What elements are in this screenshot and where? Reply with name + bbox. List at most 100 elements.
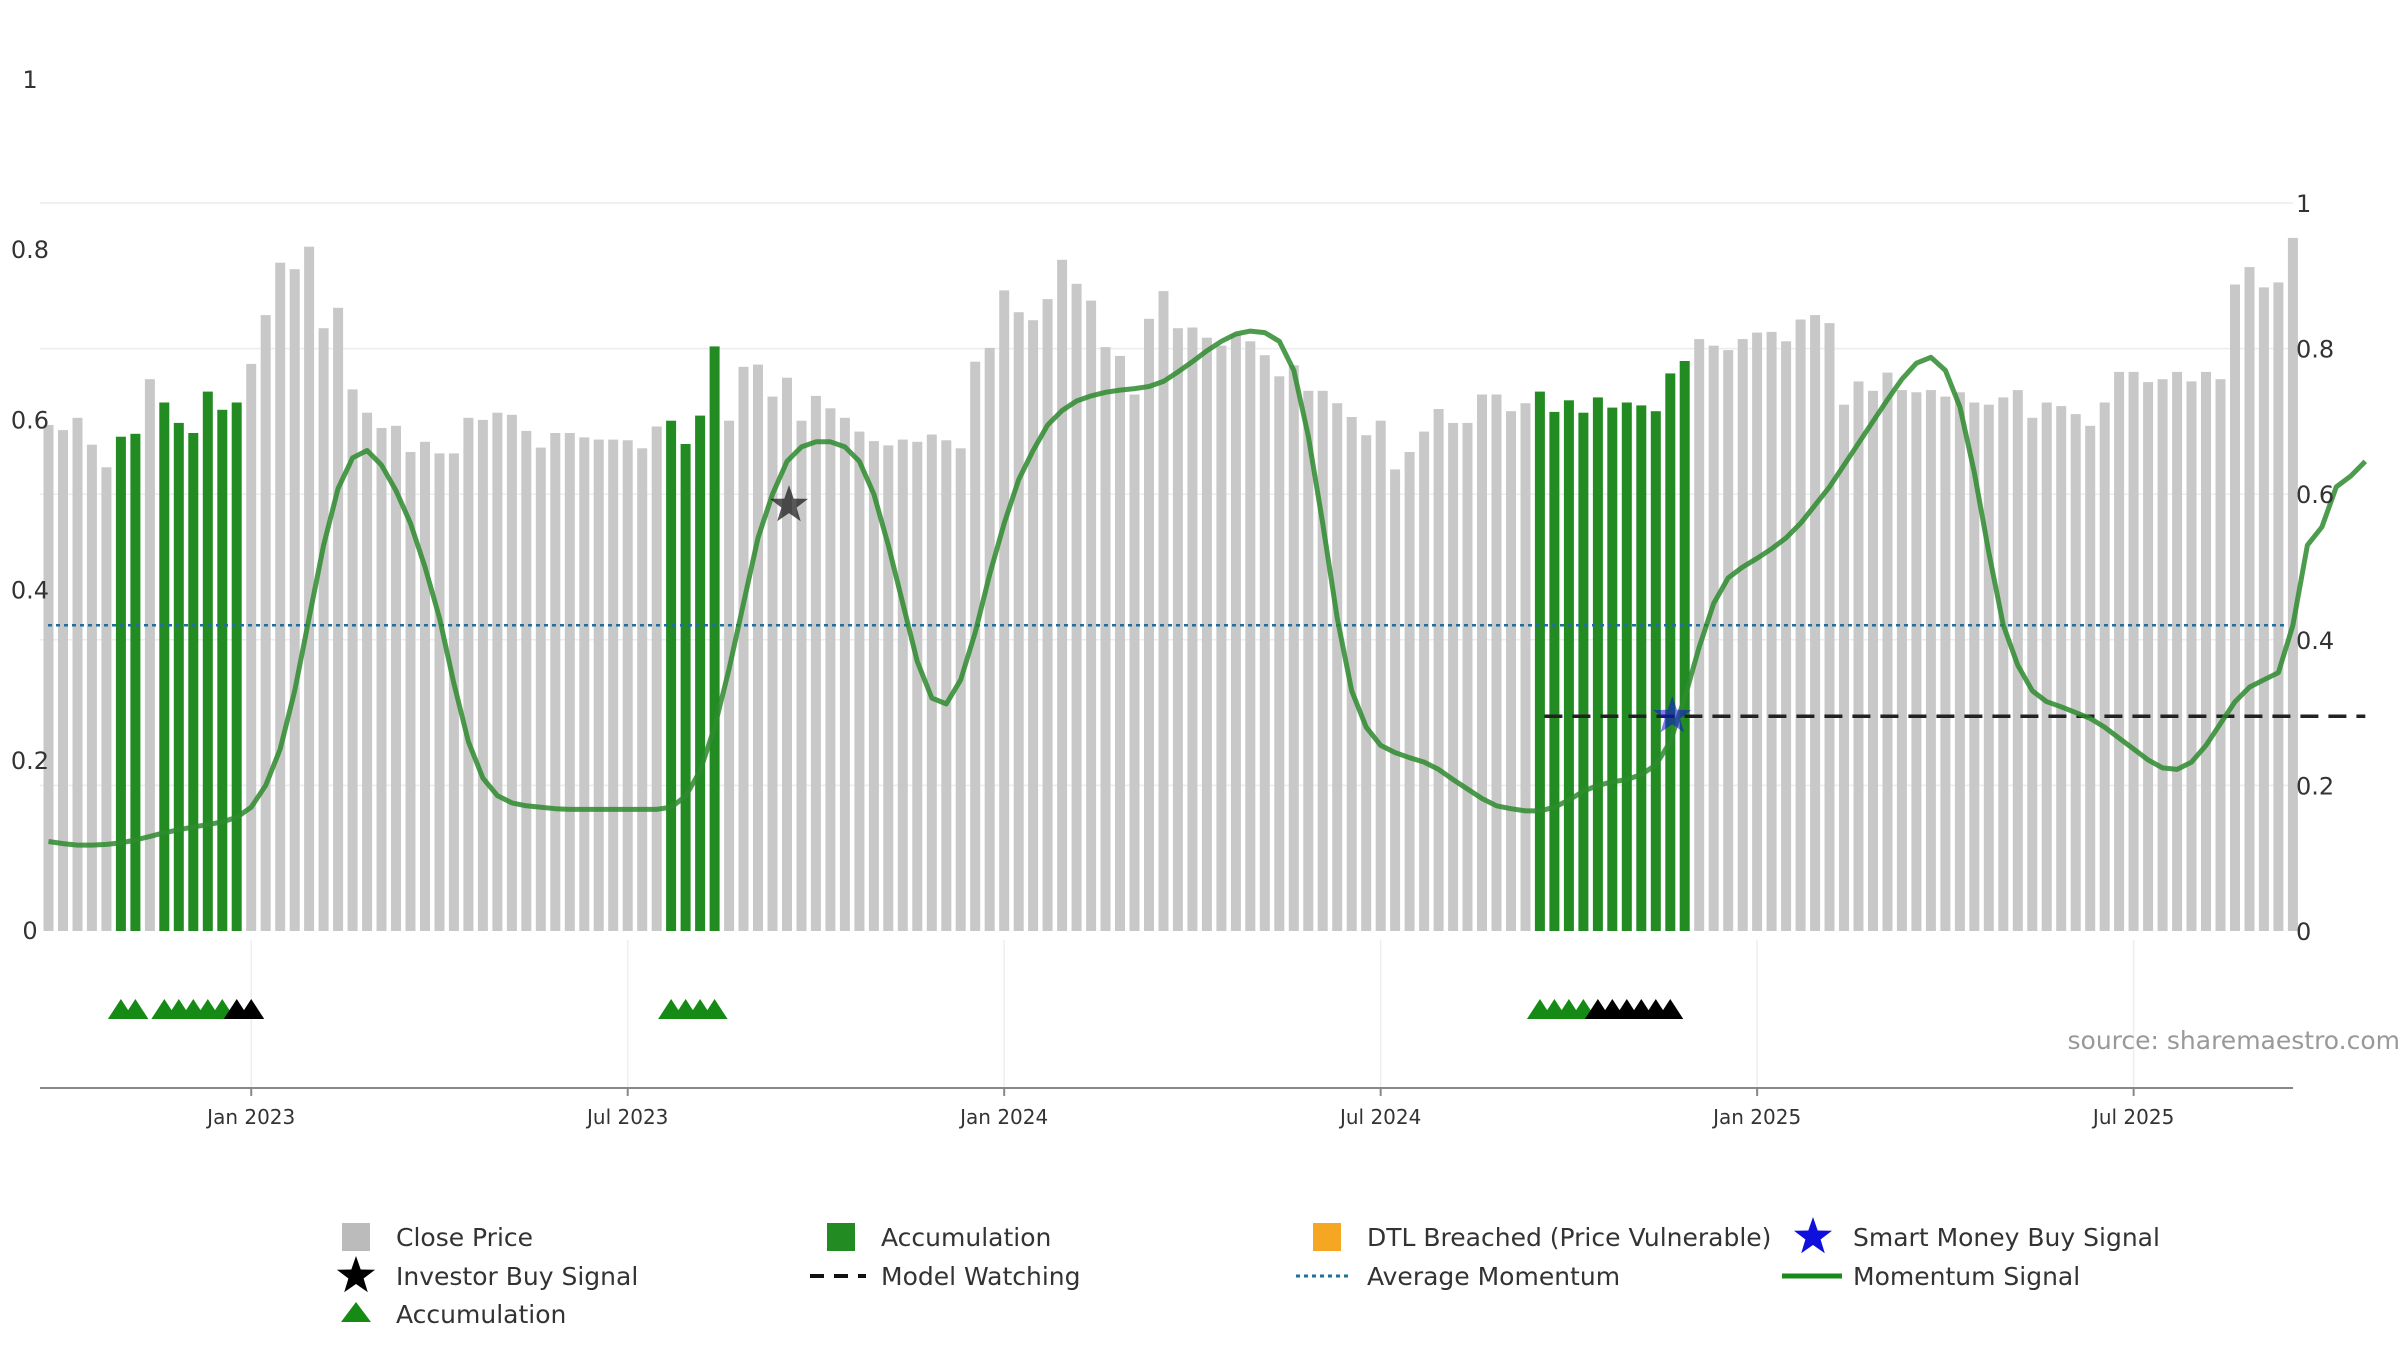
legend-label-model-watching: Model Watching: [881, 1262, 1081, 1291]
close-price-bar: [2215, 379, 2226, 931]
close-price-bar: [1839, 404, 1849, 931]
close-price-bar: [1940, 396, 1951, 932]
momentum-signal-line: [48, 328, 2368, 848]
legend-swatch-dtl-breached: [1313, 1223, 1341, 1251]
accumulation-bar: [1679, 361, 1690, 931]
x-tick-label: Jul 2023: [585, 1105, 668, 1129]
close-price-bar: [333, 307, 344, 931]
close-price-bar: [810, 395, 821, 931]
close-price-bar: [999, 290, 1010, 931]
right-tick-label: 0.6: [2296, 481, 2334, 509]
close-price-bar: [492, 412, 503, 931]
close-price-bar: [2244, 267, 2255, 932]
signal-markers: [770, 485, 1692, 733]
close-price-bar: [912, 441, 923, 931]
close-price-bar: [1317, 390, 1328, 931]
close-price-bar: [506, 414, 517, 931]
left-tick-label: 0.4: [11, 577, 49, 605]
close-price-bar: [1506, 411, 1516, 931]
close-price-bar: [144, 379, 155, 931]
close-price-bar: [868, 441, 879, 931]
left-tick-label: 0: [22, 917, 37, 945]
close-price-bar: [1925, 390, 1936, 932]
close-price-bar: [58, 430, 68, 931]
close-price-bar: [1911, 392, 1922, 931]
legend-swatch-investor-buy-star: [337, 1256, 375, 1293]
right-tick-label: 0.8: [2296, 336, 2334, 364]
close-price-bar: [391, 425, 401, 931]
close-price-bar: [1201, 337, 1212, 931]
accumulation-bar: [115, 436, 126, 931]
close-price-bar: [1824, 323, 1835, 932]
accumulation-bar: [1549, 411, 1560, 931]
close-price-bar: [434, 453, 445, 931]
close-price-bar: [43, 425, 54, 931]
close-price-bar: [839, 417, 850, 931]
close-price-bar: [738, 366, 749, 931]
close-price-bar: [246, 363, 257, 931]
accumulation-bar: [231, 402, 242, 931]
close-price-bar: [1752, 332, 1763, 932]
close-price-bar: [564, 433, 575, 931]
close-price-bar: [579, 437, 590, 931]
accumulation-bar: [188, 433, 199, 931]
close-price-bar: [1896, 390, 1907, 932]
close-price-bar: [304, 246, 315, 931]
close-price-bar: [1332, 403, 1343, 931]
line-series: [48, 328, 2368, 848]
close-price-bar: [1433, 409, 1444, 931]
close-price-bar: [2258, 287, 2269, 931]
close-price-bar: [2070, 414, 2081, 932]
close-price-bar: [984, 347, 995, 931]
close-price-bar: [1390, 469, 1401, 931]
close-price-bar: [608, 439, 619, 931]
close-price-bar: [1042, 299, 1053, 932]
close-price-bar: [275, 262, 286, 931]
close-price-bar: [1491, 394, 1502, 931]
close-price-bar: [767, 396, 778, 932]
accumulation-bar: [709, 346, 720, 931]
right-tick-label: 1: [2296, 190, 2311, 218]
close-price-bar: [2201, 371, 2211, 931]
legend-label-average-momentum: Average Momentum: [1367, 1262, 1620, 1291]
close-price-bar: [593, 439, 604, 931]
close-price-bar: [1723, 350, 1734, 932]
close-price-bar: [1810, 315, 1821, 932]
accumulation-bar: [1578, 412, 1589, 931]
close-price-bar: [405, 452, 416, 931]
x-tick-label: Jan 2023: [205, 1105, 295, 1129]
right-tick-label: 0: [2296, 918, 2311, 946]
close-price-bar: [637, 448, 648, 931]
close-price-bar: [1144, 318, 1154, 931]
x-tick-label: Jan 2025: [1711, 1105, 1801, 1129]
legend-label-dtl-breached: DTL Breached (Price Vulnerable): [1367, 1223, 1771, 1252]
close-price-bar: [1361, 435, 1372, 931]
close-price-bar: [1057, 259, 1068, 931]
close-price-bar: [2041, 402, 2052, 931]
legend-label-close-price: Close Price: [396, 1223, 533, 1252]
x-tick-label: Jul 2024: [1338, 1105, 1421, 1129]
close-price-bar: [1086, 300, 1097, 932]
close-price-bar: [260, 315, 271, 932]
close-price-bar: [796, 420, 807, 931]
close-price-bar: [2230, 284, 2240, 931]
close-price-bar: [362, 412, 373, 931]
close-price-bar: [897, 439, 908, 931]
close-price-bars: [43, 237, 2298, 932]
accumulation-bar: [1650, 411, 1661, 931]
close-price-bar: [926, 434, 937, 931]
close-price-bar: [2085, 425, 2096, 931]
close-price-bar: [2157, 379, 2168, 931]
close-price-bar: [289, 269, 300, 931]
source-label: source: sharemaestro.com: [2068, 1026, 2400, 1055]
accumulation-bar: [1607, 407, 1618, 932]
close-price-bar: [101, 467, 112, 931]
legend-label-investor-buy: Investor Buy Signal: [396, 1262, 638, 1291]
close-price-bar: [753, 364, 763, 932]
close-price-bar: [1882, 372, 1893, 932]
close-price-bar: [883, 445, 894, 931]
right-tick-label: 0.2: [2296, 772, 2334, 800]
close-price-bar: [72, 417, 83, 931]
accumulation-triangle: [701, 999, 728, 1019]
x-tick-label: Jan 2024: [958, 1105, 1048, 1129]
